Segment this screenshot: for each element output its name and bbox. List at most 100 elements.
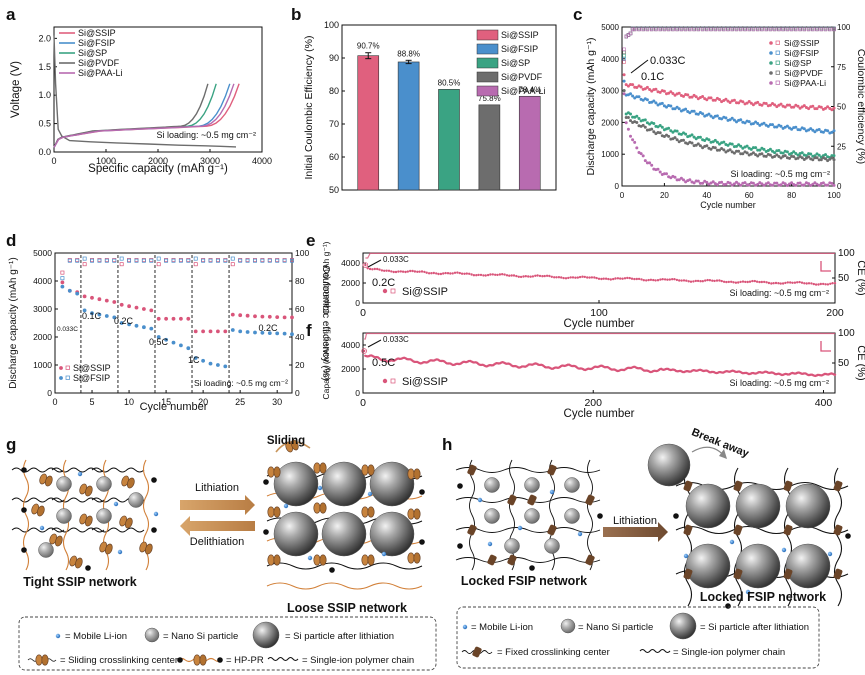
- y2-axis-label: CE (%): [855, 260, 865, 295]
- capacity-point: [571, 276, 575, 279]
- chain-end-bead: [217, 657, 223, 663]
- capacity-point: [622, 79, 626, 83]
- ce-point: [772, 27, 777, 32]
- capacity-point: [684, 107, 688, 111]
- capacity-point: [768, 103, 772, 107]
- capacity-point: [685, 279, 688, 282]
- lithiated-si-particle: [685, 543, 731, 589]
- nano-si-particle: [56, 508, 72, 524]
- ce-point: [798, 27, 802, 32]
- fixed-crosslinking-center: [733, 568, 743, 580]
- capacity-point: [817, 283, 820, 286]
- ce-point: [781, 27, 785, 32]
- ssip-ce-point: [60, 270, 65, 275]
- capacity-point: [756, 182, 760, 186]
- capacity-point: [785, 150, 789, 154]
- locked-network-title-right: Locked FSIP network: [700, 590, 826, 604]
- capacity-point: [826, 105, 830, 109]
- capacity-point: [578, 275, 582, 279]
- ce-point: [649, 27, 654, 32]
- y-tick-label: 0: [615, 182, 620, 191]
- ce-point: [622, 53, 626, 58]
- capacity-point: [821, 181, 825, 185]
- mobile-li-ion: [729, 539, 735, 545]
- capacity-point: [656, 167, 660, 171]
- y2-tick-label: 0: [837, 182, 842, 191]
- fixed-crosslinking-center: [487, 554, 497, 566]
- capacity-point: [687, 280, 690, 283]
- capacity-point: [619, 277, 622, 280]
- capacity-point: [709, 114, 713, 118]
- ce-point: [751, 27, 756, 32]
- y-tick-label: 5000: [601, 23, 619, 32]
- fixed-crosslinking-center: [783, 524, 793, 536]
- ce-point: [802, 27, 807, 32]
- fsip-ce-point: [127, 258, 132, 263]
- capacity-point: [376, 267, 379, 271]
- capacity-point: [713, 138, 717, 142]
- annotation: 0.033C: [383, 255, 409, 264]
- capacity-point: [453, 271, 457, 274]
- capacity-point: [807, 282, 811, 285]
- fixed-crosslinking-center: [585, 494, 595, 506]
- x-tick-label: 30: [272, 397, 282, 407]
- fsip-ce-point: [119, 256, 124, 261]
- ce-point: [760, 27, 764, 32]
- y-tick-label: 4000: [601, 55, 619, 64]
- capacity-point: [645, 98, 649, 102]
- capacity-point: [626, 116, 630, 119]
- ce-point: [637, 27, 641, 32]
- capacity-point: [813, 154, 817, 158]
- capacity-point: [660, 125, 664, 129]
- sliding-crosslinking-center: [267, 554, 281, 566]
- sliding-crosslinking-center: [39, 473, 53, 487]
- capacity-point: [458, 271, 461, 275]
- capacity-point: [775, 153, 779, 157]
- capacity-point: [522, 275, 525, 278]
- ce-point: [726, 27, 730, 32]
- ce-point: [747, 27, 751, 32]
- fsip-ce-point: [90, 258, 94, 263]
- annotation: 0.2C: [372, 277, 395, 289]
- nano-si-particle: [564, 477, 580, 493]
- capacity-point: [574, 276, 577, 279]
- chain-end-bead: [151, 527, 157, 533]
- capacity-point: [665, 172, 668, 176]
- bar-value-label: 88.8%: [397, 49, 420, 58]
- x-tick-label: 0: [52, 397, 57, 407]
- capacity-point: [830, 181, 834, 185]
- capacity-point: [541, 275, 544, 278]
- annotation: 0.033C: [383, 335, 409, 344]
- delithiation-label: Delithiation: [190, 536, 244, 548]
- polymer-chain: [51, 467, 105, 473]
- lithiated-si-particle: [647, 443, 691, 487]
- capacity-point: [832, 158, 836, 162]
- sliding-crosslinking-center: [313, 462, 327, 474]
- capacity-point: [718, 279, 721, 282]
- sliding-crosslinking-center: [121, 475, 135, 489]
- capacity-point: [673, 175, 677, 179]
- capacity-point: [720, 279, 723, 283]
- capacity-point: [739, 144, 743, 148]
- capacity-point: [635, 86, 639, 89]
- capacity-point: [624, 83, 628, 87]
- capacity-point: [557, 276, 561, 279]
- sliding-crosslinking-center: [79, 483, 93, 497]
- x-tick-label: 100: [590, 307, 608, 319]
- capacity-point: [811, 158, 815, 162]
- ring: [319, 502, 327, 514]
- ce-point: [794, 27, 798, 32]
- capacity-point: [677, 140, 681, 144]
- mobile-li-ion: [517, 525, 523, 531]
- capacity-point: [623, 277, 627, 280]
- nano-si-particle: [524, 477, 540, 493]
- annotation-arrow: [367, 339, 382, 348]
- locked-network-title-left: Locked FSIP network: [461, 574, 587, 588]
- fixed-crosslinking-center: [527, 494, 537, 506]
- capacity-point: [479, 273, 483, 277]
- ring: [144, 543, 153, 555]
- capacity-point: [635, 277, 638, 281]
- ce-point: [738, 27, 743, 32]
- capacity-point: [689, 280, 693, 283]
- capacity-point: [726, 143, 730, 147]
